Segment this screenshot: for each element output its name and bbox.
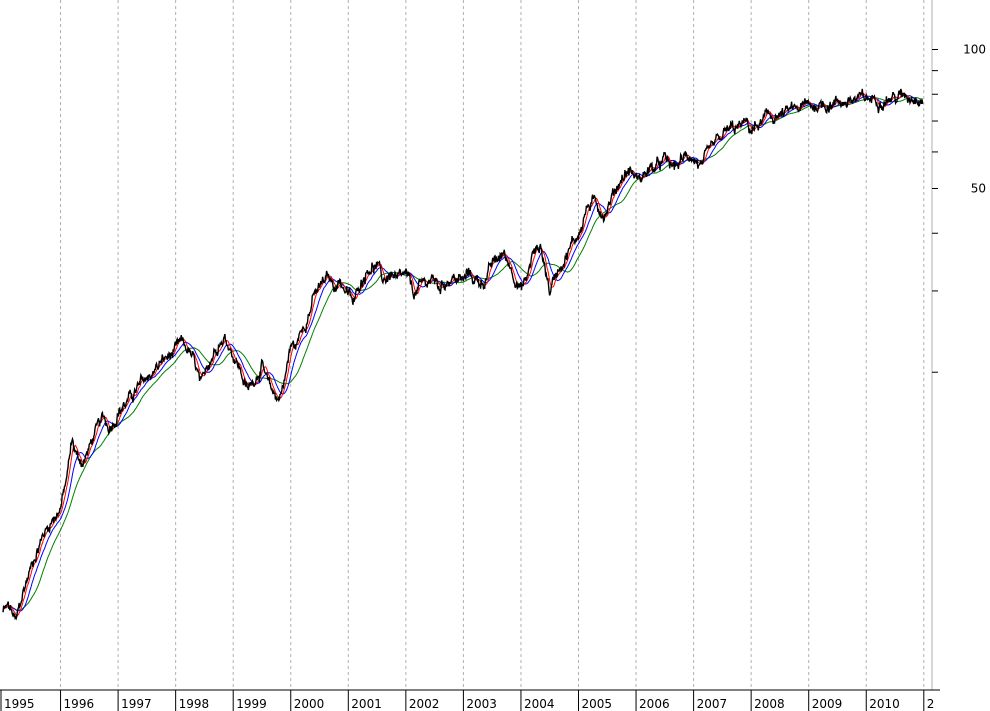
y-axis: 100 50 [932, 43, 986, 373]
y-tick-label: 50 [971, 181, 986, 195]
x-tick-label: 2001 [351, 697, 382, 711]
x-tick-label: 2008 [754, 697, 785, 711]
x-tick-label: 2007 [697, 697, 728, 711]
ma-mid-line [2, 94, 923, 613]
x-tick-label: 1999 [236, 697, 267, 711]
x-tick-label: 2009 [812, 697, 843, 711]
x-tick-label: 2002 [409, 697, 440, 711]
x-tick-label: 2006 [639, 697, 670, 711]
x-tick-label: 2010 [869, 697, 900, 711]
series-layer [2, 88, 924, 621]
ma-slow-line [2, 96, 923, 613]
price-line [2, 88, 924, 621]
x-tick-label: 2 [927, 697, 935, 711]
x-tick-label: 2005 [582, 697, 613, 711]
x-tick-label: 2000 [294, 697, 325, 711]
ma-fast-line [2, 92, 923, 617]
y-tick-label: 100 [963, 43, 986, 57]
x-tick-label: 2004 [524, 697, 555, 711]
x-axis: 1995 1996 1997 1998 1999 2000 2001 2002 2003 2004… [0, 689, 940, 711]
x-tick-label: 1998 [179, 697, 210, 711]
x-tick-label: 1996 [64, 697, 95, 711]
x-tick-label: 2003 [466, 697, 497, 711]
grid [60, 0, 933, 690]
x-tick-label: 1997 [121, 697, 152, 711]
x-tick-label: 1995 [4, 697, 35, 711]
